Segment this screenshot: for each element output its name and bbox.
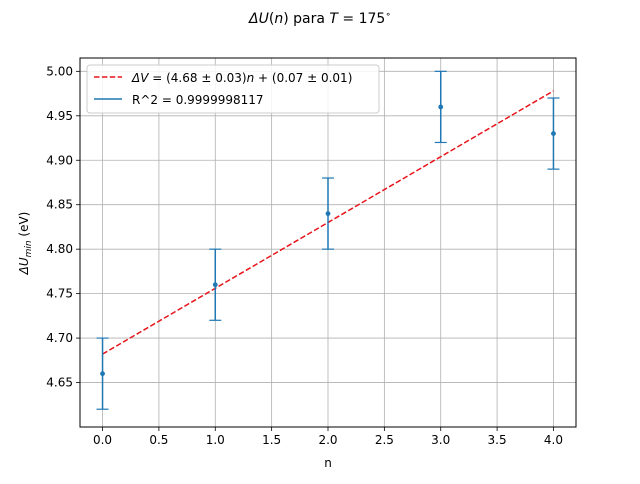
y-tick-label: 4.85 [46, 198, 73, 212]
x-tick-label: 0.5 [149, 433, 168, 447]
x-tick-label: 3.0 [431, 433, 450, 447]
x-tick-label: 1.5 [262, 433, 281, 447]
y-tick-label: 4.90 [46, 153, 73, 167]
legend-fit-label: ΔV = (4.68 ± 0.03)n + (0.07 ± 0.01) [131, 71, 352, 85]
y-axis-ticks: 4.65 4.70 4.75 4.80 4.85 4.90 4.95 5.00 [46, 64, 80, 390]
data-points-group [96, 70, 560, 410]
x-tick-label: 0.0 [93, 433, 112, 447]
y-tick-label: 4.95 [46, 109, 73, 123]
legend-box [86, 64, 380, 114]
x-axis-ticks: 0.0 0.5 1.0 1.5 2.0 2.5 3.0 3.5 4.0 [93, 427, 563, 447]
x-axis-label: n [324, 456, 332, 470]
x-tick-label: 4.0 [544, 433, 563, 447]
y-tick-label: 4.65 [46, 376, 73, 390]
y-tick-label: 4.75 [46, 287, 73, 301]
data-point [100, 371, 105, 377]
legend: ΔV = (4.68 ± 0.03)n + (0.07 ± 0.01) R^2 … [86, 64, 380, 114]
x-tick-label: 2.5 [375, 433, 394, 447]
x-tick-label: 1.0 [206, 433, 225, 447]
data-point [325, 211, 331, 217]
data-point [212, 282, 218, 288]
y-tick-label: 4.70 [46, 331, 73, 345]
data-point [551, 131, 556, 136]
x-tick-label: 3.5 [488, 433, 507, 447]
chart-title: ΔU(n) para T = 175∘ [248, 10, 391, 27]
data-point [438, 104, 444, 110]
y-axis-label: ΔUmin (eV) [17, 212, 34, 276]
y-tick-label: 5.00 [46, 64, 73, 78]
x-tick-label: 2.0 [318, 433, 337, 447]
legend-data-label: R^2 = 0.9999998117 [132, 93, 264, 107]
y-tick-label: 4.80 [46, 242, 73, 256]
